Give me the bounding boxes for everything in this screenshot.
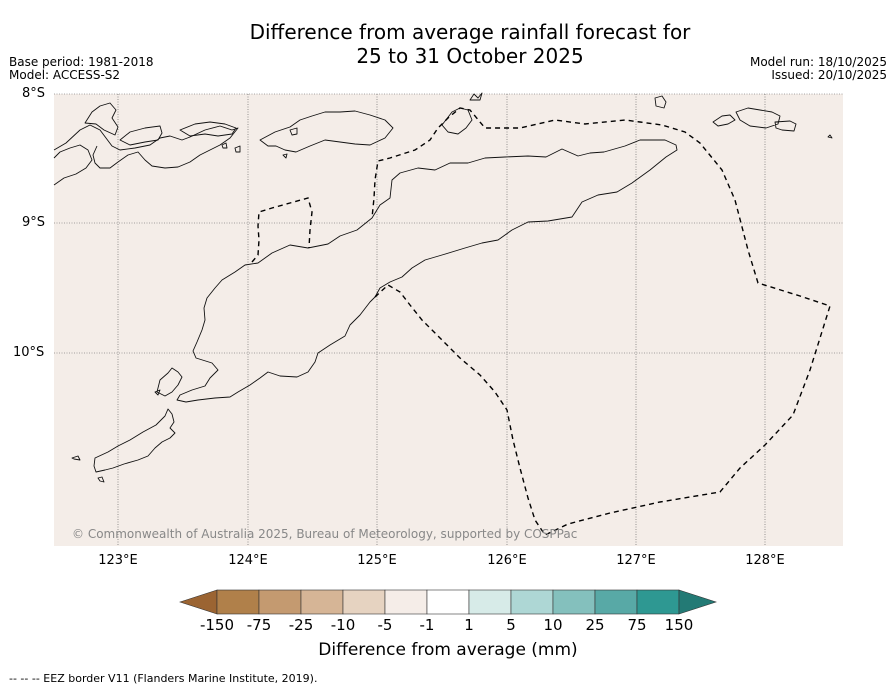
meta-left: Base period: 1981-2018 Model: ACCESS-S2 xyxy=(9,56,154,82)
title-line-1: Difference from average rainfall forecas… xyxy=(249,20,691,44)
colorbar-arrow-high xyxy=(678,589,717,615)
colorbar-segment xyxy=(594,589,638,615)
meta-right: Model run: 18/10/2025 Issued: 20/10/2025 xyxy=(750,56,887,82)
copyright-credit: © Commonwealth of Australia 2025, Bureau… xyxy=(72,527,578,541)
coastline-wetar-island xyxy=(441,92,483,135)
colorbar-segment xyxy=(636,589,680,615)
model-run: Model run: 18/10/2025 xyxy=(749,55,887,69)
lat-label-9s: 9°S xyxy=(22,215,46,230)
colorbar xyxy=(179,589,717,615)
coastline-semau-island xyxy=(156,367,183,397)
coastlines xyxy=(53,92,833,483)
lon-label-126e: 126°E xyxy=(487,553,527,568)
colorbar-tick-label: -10 xyxy=(330,616,356,634)
lat-label-8s: 8°S xyxy=(22,86,46,101)
chart-title: Difference from average rainfall forecas… xyxy=(0,20,896,68)
colorbar-tick-label: -25 xyxy=(288,616,314,634)
title-line-2: 25 to 31 October 2025 xyxy=(356,44,584,68)
colorbar-segment xyxy=(258,589,302,615)
colorbar-segment xyxy=(342,589,386,615)
colorbar-segment xyxy=(510,589,554,615)
lon-label-127e: 127°E xyxy=(616,553,656,568)
coastline-north-islands xyxy=(84,102,394,153)
lon-label-125e: 125°E xyxy=(357,553,397,568)
map-background xyxy=(54,94,843,546)
colorbar-tick-label: 5 xyxy=(506,616,516,634)
gridlines xyxy=(54,93,843,546)
model-name: Model: ACCESS-S2 xyxy=(9,68,121,82)
colorbar-tick-label: 75 xyxy=(627,616,647,634)
colorbar-tick-label: -150 xyxy=(199,616,235,634)
eez-border-east-timor xyxy=(371,107,831,536)
eez-border-oecusse xyxy=(251,197,313,263)
colorbar-segment xyxy=(552,589,596,615)
colorbar-tick-label: 1 xyxy=(464,616,474,634)
coastline-small-islets xyxy=(154,127,298,396)
eez-border xyxy=(251,107,831,536)
coastline-flores-alor xyxy=(53,124,239,186)
colorbar-tick-label: -1 xyxy=(419,616,435,634)
issued-date: Issued: 20/10/2025 xyxy=(771,68,887,82)
footer-eez-note: -- -- -- EEZ border V11 (Flanders Marine… xyxy=(9,672,318,685)
colorbar-segment xyxy=(300,589,344,615)
base-period: Base period: 1981-2018 xyxy=(9,55,154,69)
coastline-roti-island xyxy=(71,408,176,483)
colorbar-arrow-low xyxy=(179,589,218,615)
coastline-timor-island xyxy=(176,139,678,403)
colorbar-tick-label: -5 xyxy=(377,616,393,634)
colorbar-segment xyxy=(426,589,470,615)
colorbar-tick-label: 25 xyxy=(585,616,605,634)
lon-label-124e: 124°E xyxy=(228,553,268,568)
colorbar-segment xyxy=(384,589,428,615)
colorbar-tick-label: 150 xyxy=(664,616,694,634)
colorbar-title: Difference from average (mm) xyxy=(318,640,578,660)
lat-label-10s: 10°S xyxy=(13,345,45,360)
colorbar-tick-label: 10 xyxy=(543,616,563,634)
lon-label-128e: 128°E xyxy=(745,553,785,568)
colorbar-segment xyxy=(216,589,260,615)
colorbar-tick-label: -75 xyxy=(246,616,272,634)
lon-label-123e: 123°E xyxy=(98,553,138,568)
coastline-east-islands xyxy=(654,95,833,139)
colorbar-segment xyxy=(468,589,512,615)
